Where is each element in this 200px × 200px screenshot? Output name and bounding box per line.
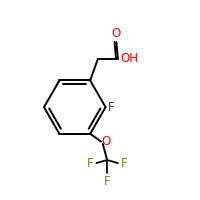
Text: OH: OH <box>120 52 138 65</box>
Text: F: F <box>121 157 128 170</box>
Text: O: O <box>102 135 111 148</box>
Text: O: O <box>111 27 120 40</box>
Text: F: F <box>104 175 110 188</box>
Text: F: F <box>108 101 115 114</box>
Text: F: F <box>87 157 93 170</box>
